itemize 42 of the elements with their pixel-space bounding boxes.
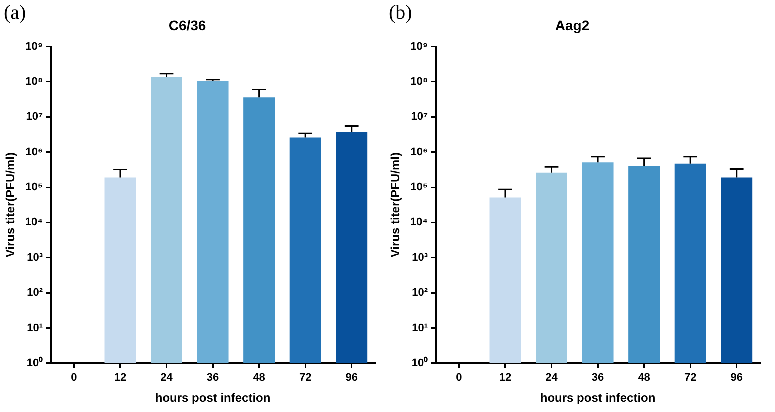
y-tick-label: 10⁵ [410, 182, 428, 194]
y-tick-label: 10⁸ [26, 76, 44, 88]
y-tick-label: 10⁴ [410, 216, 428, 229]
y-tick-label: 10¹ [27, 322, 44, 334]
x-tick-label: 72 [684, 372, 697, 384]
y-axis-title: Virus titer(PFU/ml) [4, 152, 18, 258]
y-tick-label: 10² [412, 287, 428, 300]
x-tick-label: 12 [499, 372, 512, 384]
y-tick-label: 10⁰ [26, 356, 44, 370]
y-tick-label: 10⁷ [26, 111, 44, 124]
x-tick-label: 48 [638, 372, 650, 384]
y-tick-label: 10⁹ [410, 40, 428, 53]
y-tick-label: 10¹ [412, 322, 428, 334]
chart-title: C6/36 [168, 17, 206, 34]
y-axis-title: Virus titer(PFU/ml) [388, 152, 403, 258]
x-tick-label: 72 [299, 372, 312, 384]
y-tick-label: 10⁶ [410, 146, 428, 158]
x-tick-label: 36 [206, 372, 220, 384]
x-axis-title: hours post infection [540, 391, 656, 406]
y-tick-label: 10² [27, 287, 44, 300]
x-tick-label: 96 [730, 372, 743, 384]
x-tick-label: 0 [456, 372, 462, 384]
x-tick-label: 24 [546, 372, 559, 384]
x-tick-label: 48 [253, 372, 266, 384]
x-tick-label: 36 [592, 372, 604, 384]
text: (b) [389, 2, 412, 25]
chart-title: Aag2 [555, 17, 590, 34]
y-tick-label: 10⁵ [26, 182, 44, 194]
y-tick-label: 10⁴ [25, 216, 44, 229]
y-tick-label: 10⁶ [26, 146, 44, 158]
y-tick-label: 10⁹ [26, 40, 44, 53]
x-tick-label: 0 [71, 372, 78, 384]
x-tick-label: 24 [160, 372, 174, 384]
x-tick-label: 96 [346, 372, 358, 384]
text: (a) [4, 2, 26, 25]
y-tick-label: 10⁷ [411, 111, 429, 124]
x-tick-label: 12 [114, 372, 127, 384]
x-axis-title: hours post infection [155, 391, 271, 406]
y-tick-label: 10⁸ [410, 76, 428, 88]
y-tick-label: 10⁰ [412, 356, 428, 370]
y-tick-label: 10³ [27, 252, 44, 264]
y-tick-label: 10³ [412, 252, 428, 264]
